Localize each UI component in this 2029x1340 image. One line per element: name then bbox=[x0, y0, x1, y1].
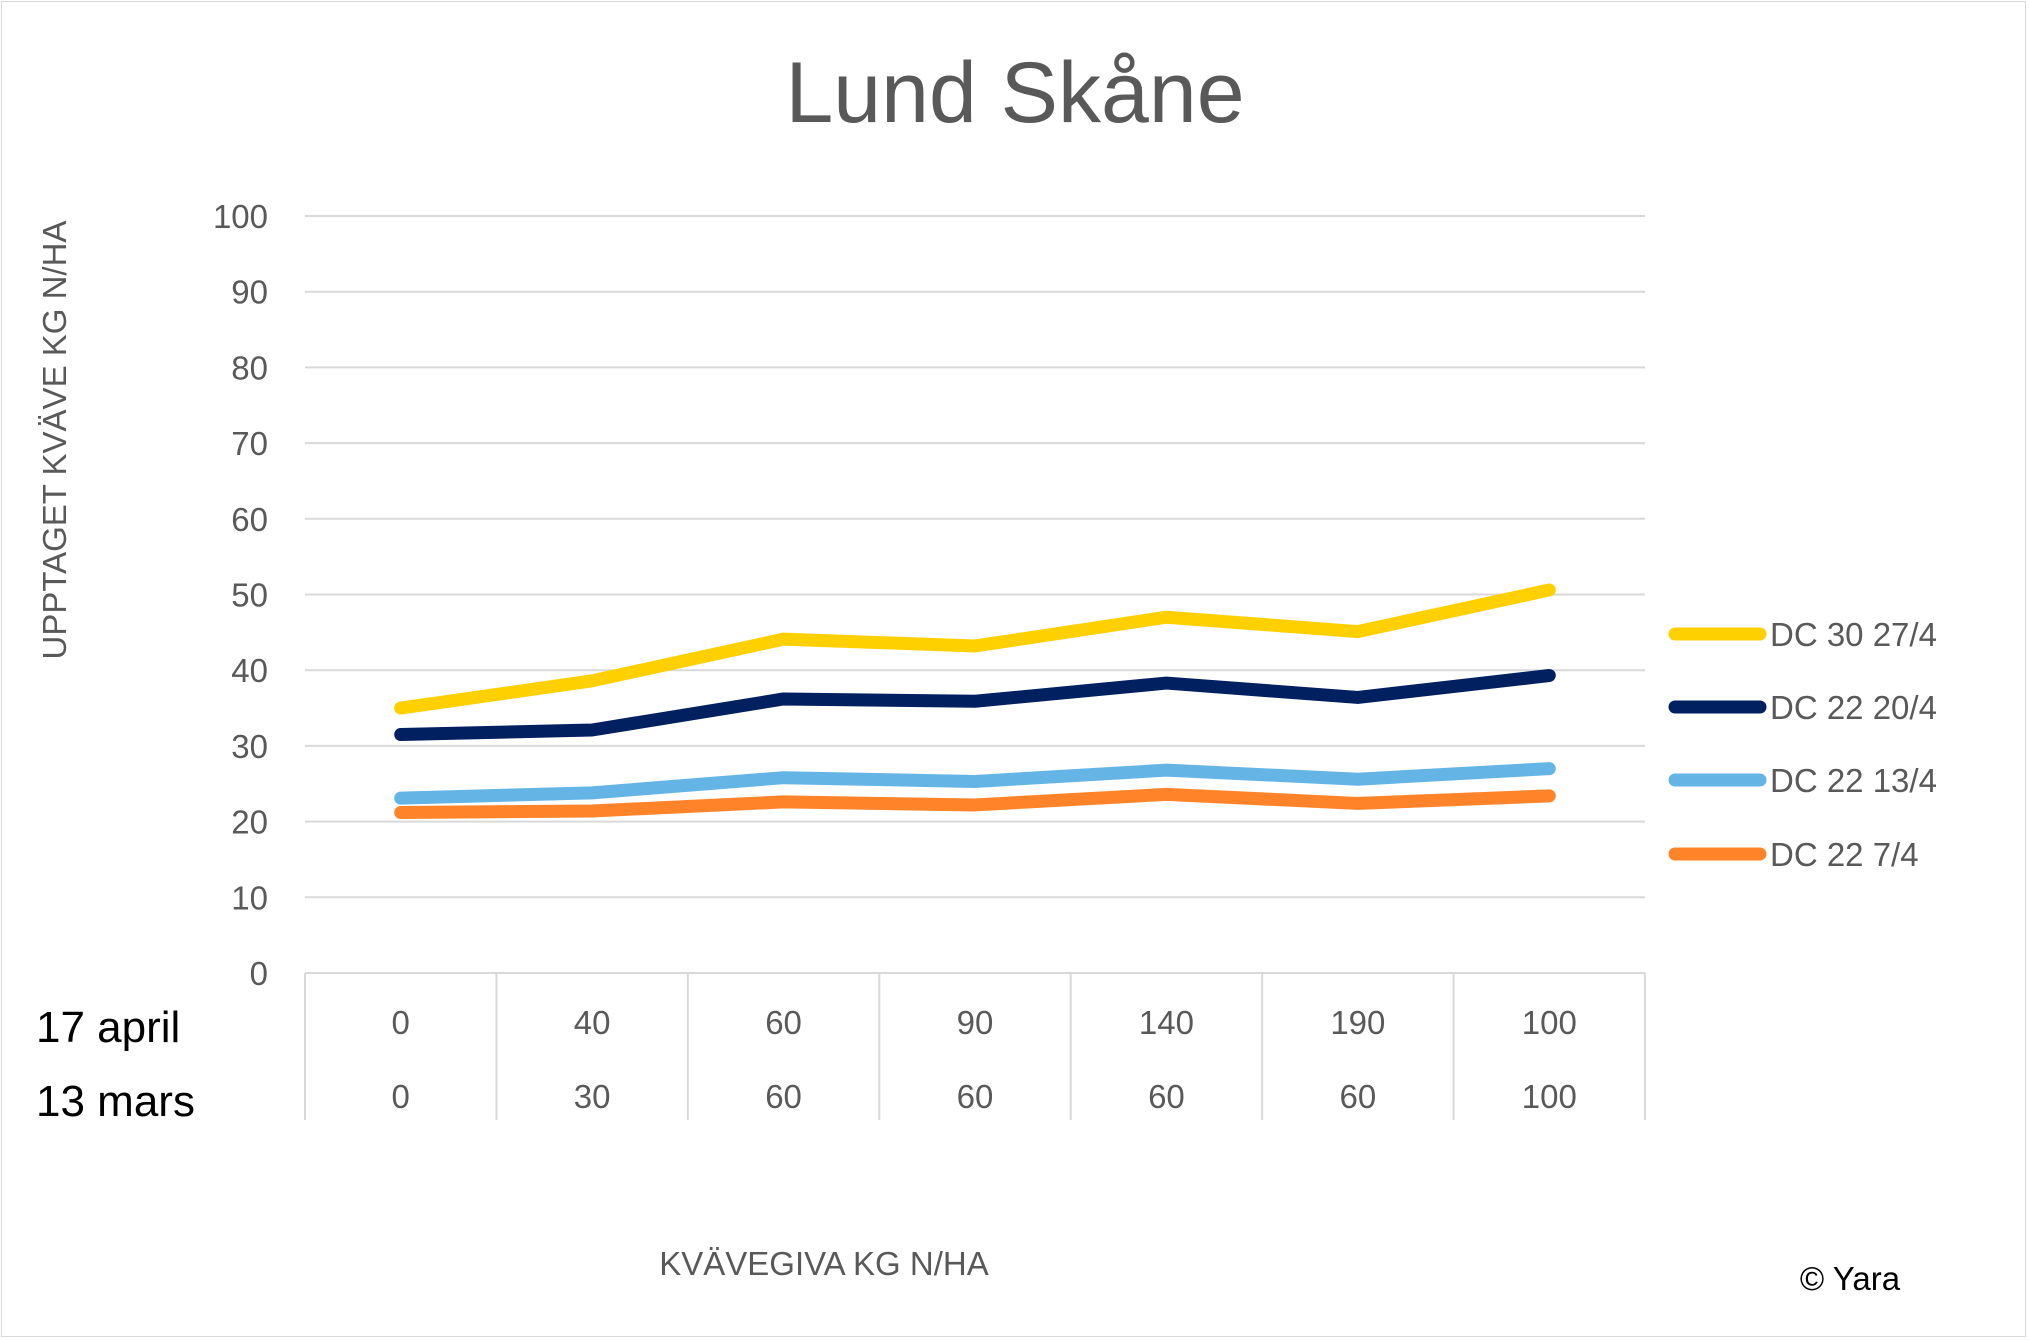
y-tick-label: 90 bbox=[231, 274, 268, 311]
legend-label: DC 22 13/4 bbox=[1770, 762, 1937, 799]
series-line bbox=[394, 762, 1556, 805]
y-tick-label: 30 bbox=[231, 728, 268, 765]
y-tick-label: 0 bbox=[250, 955, 268, 992]
x-tick-label: 100 bbox=[1522, 1078, 1577, 1115]
x-tick-label: 0 bbox=[392, 1078, 410, 1115]
chart-title: Lund Skåne bbox=[785, 45, 1244, 141]
category-row-label: 13 mars bbox=[36, 1077, 195, 1126]
x-tick-label: 190 bbox=[1330, 1004, 1385, 1041]
legend-label: DC 22 7/4 bbox=[1770, 836, 1919, 873]
x-tick-label: 30 bbox=[574, 1078, 611, 1115]
y-axis-title: UPPTAGET KVÄVE KG N/HA bbox=[36, 221, 73, 660]
y-tick-label: 70 bbox=[231, 425, 268, 462]
y-tick-label: 80 bbox=[231, 349, 268, 386]
series-line bbox=[394, 668, 1556, 742]
category-row-label: 17 april bbox=[36, 1003, 180, 1052]
x-tick-label: 60 bbox=[765, 1004, 802, 1041]
series-line bbox=[394, 787, 1556, 820]
x-tick-label: 100 bbox=[1522, 1004, 1577, 1041]
y-tick-label: 50 bbox=[231, 577, 268, 614]
x-tick-label: 40 bbox=[574, 1004, 611, 1041]
y-tick-label: 60 bbox=[231, 501, 268, 538]
x-axis-title: KVÄVEGIVA KG N/HA bbox=[659, 1245, 989, 1282]
legend-label: DC 22 20/4 bbox=[1770, 689, 1937, 726]
x-tick-label: 60 bbox=[765, 1078, 802, 1115]
x-tick-label: 0 bbox=[392, 1004, 410, 1041]
x-tick-label: 90 bbox=[957, 1004, 994, 1041]
series-line bbox=[394, 583, 1556, 715]
x-tick-label: 60 bbox=[957, 1078, 994, 1115]
copyright-text: © Yara bbox=[1800, 1260, 1901, 1297]
x-tick-label: 60 bbox=[1339, 1078, 1376, 1115]
x-tick-label: 140 bbox=[1139, 1004, 1194, 1041]
y-tick-label: 40 bbox=[231, 652, 268, 689]
legend-label: DC 30 27/4 bbox=[1770, 616, 1937, 653]
y-tick-label: 20 bbox=[231, 804, 268, 841]
y-tick-label: 10 bbox=[231, 879, 268, 916]
y-tick-label: 100 bbox=[213, 198, 268, 235]
x-tick-label: 60 bbox=[1148, 1078, 1185, 1115]
